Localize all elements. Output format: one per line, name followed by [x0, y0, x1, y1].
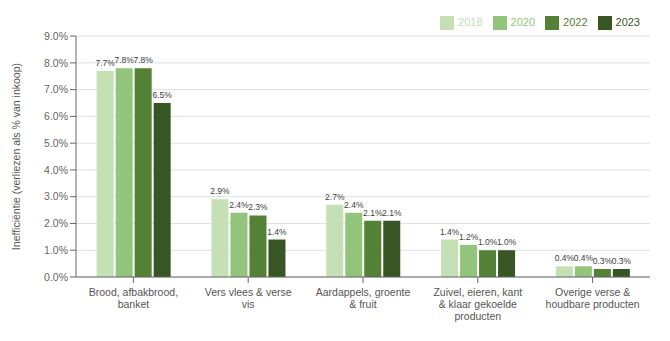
svg-text:2.0%: 2.0%	[44, 217, 68, 229]
svg-text:1.0%: 1.0%	[478, 237, 498, 247]
svg-text:1.4%: 1.4%	[440, 227, 460, 237]
svg-text:Brood, afbakbrood,banket: Brood, afbakbrood,banket	[89, 286, 178, 310]
svg-text:2.4%: 2.4%	[229, 200, 249, 210]
svg-text:2.9%: 2.9%	[210, 186, 230, 196]
svg-text:Aardappels, groente& fruit: Aardappels, groente& fruit	[316, 286, 411, 310]
svg-text:Inefficiëntie (verliezen als %: Inefficiëntie (verliezen als % van inkoo…	[10, 63, 22, 250]
svg-text:3.0%: 3.0%	[44, 190, 68, 202]
html-text:2023: 2023	[615, 16, 640, 28]
svg-text:1.0%: 1.0%	[44, 244, 68, 256]
svg-text:2.1%: 2.1%	[382, 208, 402, 218]
svg-text:9.0%: 9.0%	[44, 30, 68, 42]
svg-text:Vers vlees & versevis: Vers vlees & versevis	[205, 286, 292, 310]
svg-text:7.7%: 7.7%	[95, 58, 115, 68]
svg-text:6.0%: 6.0%	[44, 110, 68, 122]
svg-text:7.8%: 7.8%	[133, 55, 153, 65]
svg-text:7.8%: 7.8%	[114, 55, 134, 65]
html-text:2018: 2018	[458, 16, 483, 28]
svg-text:1.2%: 1.2%	[459, 232, 479, 242]
svg-text:0.4%: 0.4%	[555, 253, 575, 263]
svg-text:Overige verse &houdbare produc: Overige verse &houdbare producten	[546, 286, 640, 310]
svg-text:2.3%: 2.3%	[248, 202, 268, 212]
svg-text:Zuivel, eieren, kant& klaar ge: Zuivel, eieren, kant& klaar gekoeldeprod…	[433, 286, 522, 322]
svg-text:1.0%: 1.0%	[497, 237, 517, 247]
svg-text:6.5%: 6.5%	[152, 90, 172, 100]
html-text:2020: 2020	[510, 16, 535, 28]
svg-text:7.0%: 7.0%	[44, 83, 68, 95]
svg-text:2.4%: 2.4%	[344, 200, 364, 210]
svg-text:0.3%: 0.3%	[593, 256, 613, 266]
svg-text:1.4%: 1.4%	[267, 227, 287, 237]
svg-text:0.0%: 0.0%	[44, 271, 68, 283]
svg-text:5.0%: 5.0%	[44, 137, 68, 149]
svg-text:8.0%: 8.0%	[44, 57, 68, 69]
svg-text:4.0%: 4.0%	[44, 164, 68, 176]
svg-text:2.1%: 2.1%	[363, 208, 383, 218]
svg-text:0.4%: 0.4%	[574, 253, 594, 263]
svg-text:2.7%: 2.7%	[325, 192, 345, 202]
svg-text:0.3%: 0.3%	[612, 256, 632, 266]
html-text:2022: 2022	[563, 16, 588, 28]
